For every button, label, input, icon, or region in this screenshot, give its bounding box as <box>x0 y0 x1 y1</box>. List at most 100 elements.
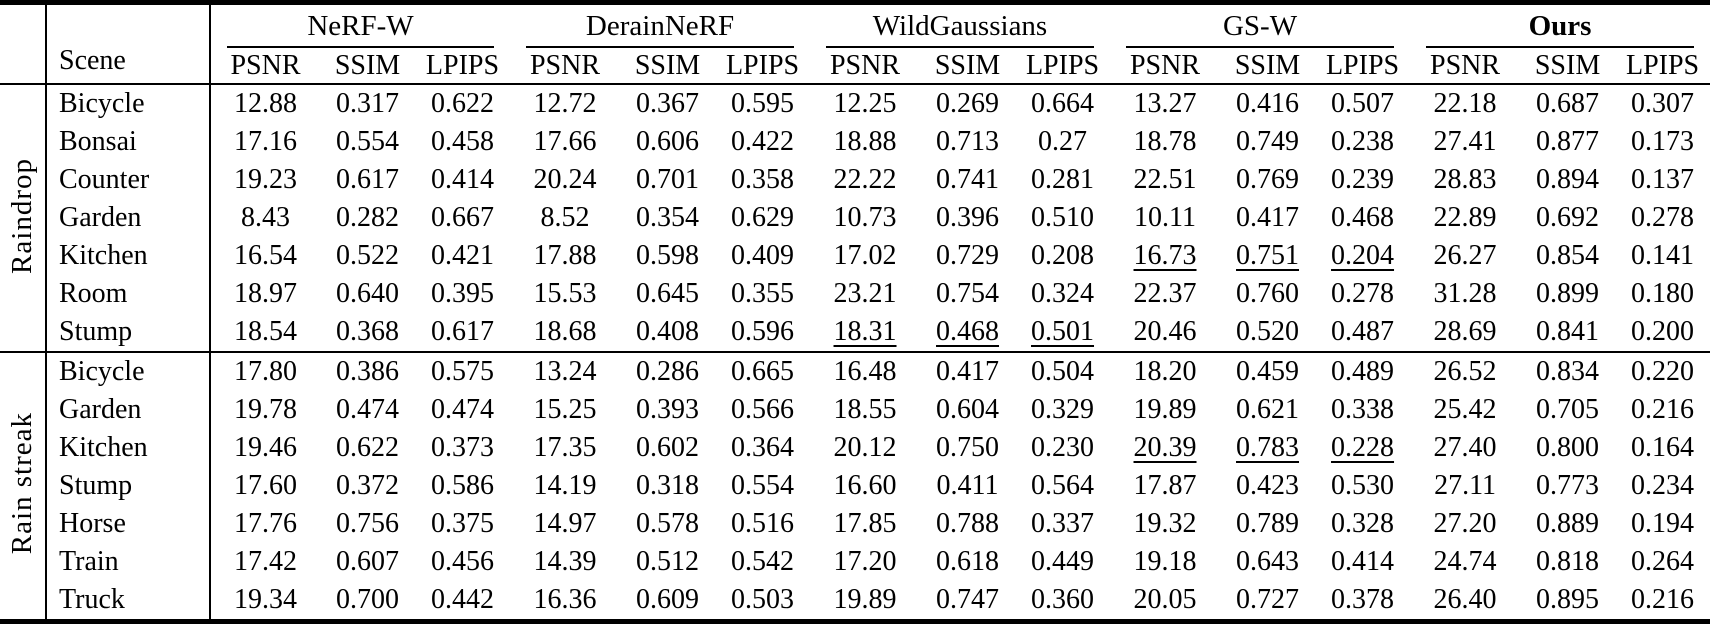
value-cell: 25.42 <box>1433 394 1497 425</box>
value-cell: 23.21 <box>833 278 897 309</box>
value-cell: 0.286 <box>620 351 716 391</box>
value-cell: 0.417 <box>920 351 1016 391</box>
scene-cell: Horse <box>46 505 211 543</box>
value-cell: 18.54 <box>234 316 297 347</box>
scene-cell: Garden <box>46 391 211 429</box>
value-cell: 0.367 <box>636 88 700 119</box>
value-cell: 0.701 <box>636 164 700 195</box>
table-row: Garden 19.78 0.474 0.474 15.25 0.393 0.566 18.5… <box>0 391 1710 429</box>
value-cell: 0.769 <box>1236 164 1300 195</box>
value-cell: 0.609 <box>636 584 700 615</box>
value-cell: 20.12 <box>833 432 897 463</box>
value-cell: 0.617 <box>336 164 399 195</box>
value-cell: 0.750 <box>936 432 1000 463</box>
value-cell: 0.386 <box>320 351 415 391</box>
value-cell: 0.645 <box>636 278 700 309</box>
value-cell: 28.83 <box>1433 164 1497 195</box>
value-cell: 18.31 <box>833 316 897 347</box>
scene-column-header: Scene <box>46 2 211 85</box>
value-cell: 17.16 <box>234 126 297 157</box>
method-header-gsw: GS-W <box>1110 3 1410 48</box>
metric-header-ssim: SSIM <box>320 48 415 85</box>
scene-cell: Bicycle <box>46 351 211 391</box>
group-column-header <box>0 2 47 85</box>
value-cell: 0.474 <box>336 394 399 425</box>
value-cell: 19.78 <box>234 394 297 425</box>
metric-header-ssim: SSIM <box>1520 48 1616 85</box>
value-cell: 0.338 <box>1331 394 1395 425</box>
value-cell: 27.20 <box>1433 508 1497 539</box>
value-cell: 17.76 <box>234 508 297 539</box>
value-cell: 0.378 <box>1331 584 1395 615</box>
value-cell: 0.834 <box>1520 351 1616 391</box>
value-cell: 0.751 <box>1236 240 1300 271</box>
value-cell: 14.19 <box>533 470 597 501</box>
value-cell: 26.52 <box>1410 351 1521 391</box>
value-cell: 0.504 <box>1015 351 1111 391</box>
value-cell: 0.727 <box>1236 584 1300 615</box>
value-cell: 0.607 <box>336 546 399 577</box>
value-cell: 17.88 <box>533 240 597 271</box>
value-cell: 0.373 <box>431 432 494 463</box>
value-cell: 17.66 <box>533 126 597 157</box>
table-row: Kitchen 16.54 0.522 0.421 17.88 0.598 0.409 17.… <box>0 237 1710 275</box>
value-cell: 20.24 <box>533 164 597 195</box>
metric-header-psnr: PSNR <box>1410 48 1521 85</box>
value-cell: 0.621 <box>1236 394 1300 425</box>
value-cell: 0.617 <box>431 316 494 347</box>
value-cell: 0.234 <box>1631 470 1695 501</box>
value-cell: 10.73 <box>833 202 897 233</box>
value-cell: 16.60 <box>833 470 897 501</box>
value-cell: 0.324 <box>1031 278 1095 309</box>
value-cell: 0.895 <box>1536 584 1600 615</box>
value-cell: 0.522 <box>336 240 399 271</box>
value-cell: 8.43 <box>241 202 290 233</box>
value-cell: 12.25 <box>833 88 897 119</box>
table-row: Room 18.97 0.640 0.395 15.53 0.645 0.355 23.21 0… <box>0 275 1710 313</box>
value-cell: 14.97 <box>533 508 597 539</box>
metric-header-ssim: SSIM <box>920 48 1016 85</box>
value-cell: 0.604 <box>936 394 1000 425</box>
value-cell: 0.788 <box>936 508 1000 539</box>
value-cell: 0.489 <box>1315 351 1411 391</box>
value-cell: 0.520 <box>1236 316 1300 347</box>
value-cell: 12.72 <box>533 88 597 119</box>
value-cell: 0.554 <box>731 470 795 501</box>
metric-header-lpips: LPIPS <box>715 48 811 85</box>
value-cell: 0.783 <box>1236 432 1300 463</box>
method-header-nerfw: NeRF-W <box>210 3 510 48</box>
table-row: Rain streak Bicycle 17.80 0.386 0.575 13.24 0.… <box>0 351 1710 622</box>
table-row: Truck 19.34 0.700 0.442 16.36 0.609 0.503 19.89… <box>0 581 1710 622</box>
method-name: NeRF-W <box>227 7 495 48</box>
value-cell: 0.368 <box>336 316 399 347</box>
metric-header-lpips: LPIPS <box>1615 48 1710 85</box>
scene-cell: Bonsai <box>46 123 211 161</box>
value-cell: 0.239 <box>1331 164 1395 195</box>
value-cell: 12.88 <box>234 88 297 119</box>
value-cell: 15.25 <box>533 394 597 425</box>
value-cell: 0.586 <box>431 470 494 501</box>
value-cell: 0.449 <box>1031 546 1095 577</box>
value-cell: 0.665 <box>715 351 811 391</box>
table-row: Raindrop Bicycle 12.88 0.317 0.622 12.72 0.367… <box>0 84 1710 352</box>
value-cell: 0.358 <box>731 164 795 195</box>
metric-header-lpips: LPIPS <box>1315 48 1411 85</box>
value-cell: 0.818 <box>1536 546 1600 577</box>
value-cell: 19.23 <box>234 164 297 195</box>
value-cell: 17.42 <box>234 546 297 577</box>
value-cell: 0.216 <box>1631 394 1695 425</box>
value-cell: 17.85 <box>833 508 897 539</box>
value-cell: 0.328 <box>1331 508 1395 539</box>
value-cell: 0.228 <box>1331 432 1395 463</box>
value-cell: 8.52 <box>540 202 590 233</box>
value-cell: 0.230 <box>1031 432 1095 463</box>
value-cell: 16.54 <box>234 240 297 271</box>
value-cell: 0.264 <box>1631 546 1695 577</box>
value-cell: 19.46 <box>234 432 297 463</box>
value-cell: 27.41 <box>1433 126 1497 157</box>
metric-header-psnr: PSNR <box>1110 48 1221 85</box>
value-cell: 0.269 <box>936 88 1000 119</box>
value-cell: 0.564 <box>1031 470 1095 501</box>
value-cell: 19.89 <box>1133 394 1197 425</box>
value-cell: 0.137 <box>1631 164 1695 195</box>
